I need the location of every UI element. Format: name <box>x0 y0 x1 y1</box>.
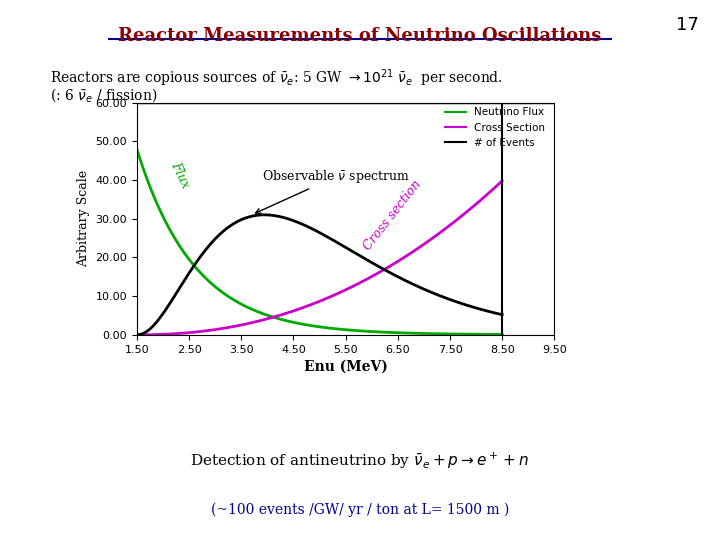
# of Events <box>132 332 141 338</box>
Text: Detection of antineutrino by $\bar{\nu}_e + p \rightarrow e^+ + n$: Detection of antineutrino by $\bar{\nu}_… <box>190 451 530 471</box>
Cross Section <box>330 292 339 298</box>
Cross Section <box>306 302 315 308</box>
Text: Flux: Flux <box>168 160 192 191</box>
Text: Reactor Measurements of Neutrino Oscillations: Reactor Measurements of Neutrino Oscilla… <box>118 27 602 45</box>
Neutrino Flux <box>489 331 498 338</box>
Neutrino Flux <box>432 330 441 337</box>
Neutrino Flux <box>498 331 507 338</box>
Text: Cross section: Cross section <box>361 178 424 253</box>
Text: (~100 events /GW/ yr / ton at L= 1500 m ): (~100 events /GW/ yr / ton at L= 1500 m … <box>211 502 509 517</box>
Text: 17: 17 <box>675 16 698 34</box>
Text: (: 6 $\bar{\nu}_e$ / fission): (: 6 $\bar{\nu}_e$ / fission) <box>50 86 158 104</box>
Text: Observable $\bar{\nu}$ spectrum: Observable $\bar{\nu}$ spectrum <box>256 168 410 213</box>
Text: Reactors are copious sources of $\bar{\nu}_e$: 5 GW $\rightarrow 10^{21}$ $\bar{: Reactors are copious sources of $\bar{\n… <box>50 68 503 89</box>
Cross Section <box>350 282 359 289</box>
# of Events <box>351 249 359 256</box>
Neutrino Flux <box>308 322 317 329</box>
# of Events <box>307 225 315 232</box>
Cross Section <box>498 178 507 184</box>
Y-axis label: Arbitrary Scale: Arbitrary Scale <box>77 170 90 267</box>
# of Events <box>331 238 340 245</box>
Legend: Neutrino Flux, Cross Section, # of Events: Neutrino Flux, Cross Section, # of Event… <box>441 103 549 152</box>
# of Events <box>309 226 318 233</box>
Neutrino Flux <box>132 146 141 152</box>
Cross Section <box>432 232 441 239</box>
# of Events <box>433 292 441 298</box>
Line: # of Events: # of Events <box>137 215 503 335</box>
Neutrino Flux <box>306 322 315 329</box>
# of Events <box>260 212 269 218</box>
Cross Section <box>489 186 498 192</box>
Cross Section <box>308 301 317 307</box>
Neutrino Flux <box>350 327 359 334</box>
X-axis label: Enu (MeV): Enu (MeV) <box>304 360 387 374</box>
Line: Neutrino Flux: Neutrino Flux <box>137 149 503 334</box>
# of Events <box>490 309 498 316</box>
Cross Section <box>132 332 141 338</box>
Neutrino Flux <box>330 326 339 332</box>
Line: Cross Section: Cross Section <box>137 181 503 335</box>
# of Events <box>498 312 507 318</box>
